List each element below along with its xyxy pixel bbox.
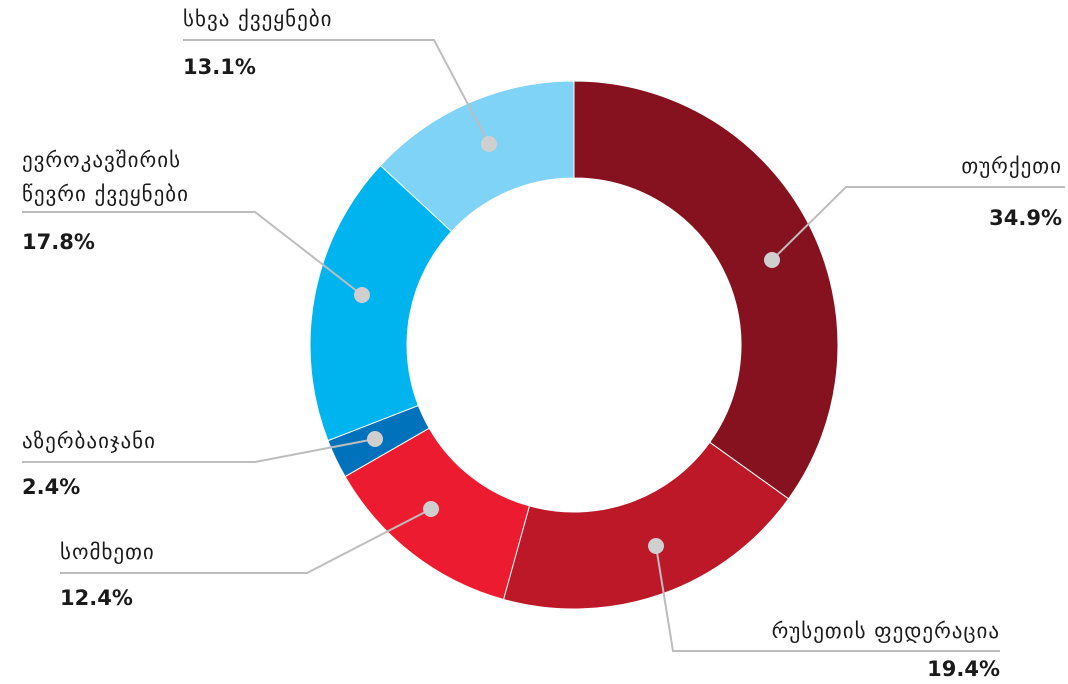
value-label-4: 17.8% xyxy=(22,230,95,254)
slices-group xyxy=(309,80,839,610)
value-label-2: 12.4% xyxy=(60,586,133,610)
label-dot-0 xyxy=(764,252,780,268)
category-label-5: სხვა ქვეყნები xyxy=(183,7,333,31)
leader-line-5 xyxy=(183,39,490,145)
category-label-4-line2: წევრი ქვეყნები xyxy=(22,182,189,206)
category-label-0: თურქეთი xyxy=(961,154,1062,178)
label-dot-1 xyxy=(648,538,664,554)
label-dot-4 xyxy=(354,287,370,303)
leader-line-4 xyxy=(22,211,363,296)
slice-1 xyxy=(502,441,790,610)
value-label-0: 34.9% xyxy=(989,206,1062,230)
leader-line-0 xyxy=(771,186,1065,261)
leader-line-3 xyxy=(22,438,376,463)
leader-line-1 xyxy=(655,545,1000,652)
slice-0 xyxy=(573,80,839,500)
category-label-4: ევროკავშირის xyxy=(22,148,181,172)
slice-5 xyxy=(379,80,575,233)
label-dot-2 xyxy=(423,501,439,517)
label-dot-5 xyxy=(481,136,497,152)
value-label-1: 19.4% xyxy=(927,657,1000,681)
category-label-1: რუსეთის ფედერაცია xyxy=(772,619,1000,643)
value-label-5: 13.1% xyxy=(183,55,256,79)
label-dot-3 xyxy=(367,431,383,447)
category-label-3: აზერბაიჯანი xyxy=(22,429,156,453)
value-label-3: 2.4% xyxy=(22,475,80,499)
labels-group: თურქეთი 34.9% რუსეთის ფედერაცია 19.4% სომხეთ… xyxy=(22,7,1065,681)
category-label-2: სომხეთი xyxy=(60,540,155,564)
leader-line-2 xyxy=(60,508,432,574)
